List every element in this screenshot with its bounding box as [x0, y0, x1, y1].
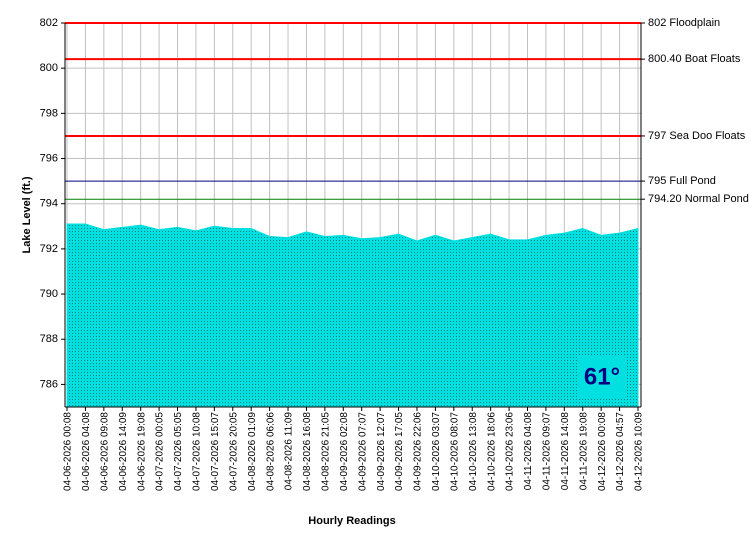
reference-label: 794.20 Normal Pond [648, 193, 749, 205]
x-tick-label: 04-06-2026 19:08 [136, 412, 147, 491]
x-tick-label: 04-11-2026 14:08 [560, 412, 571, 491]
x-tick-label: 04-07-2026 20:05 [228, 412, 239, 491]
y-tick-label: 788 [40, 333, 58, 345]
x-axis-title: Hourly Readings [308, 515, 395, 527]
x-tick-label: 04-07-2026 10:08 [192, 412, 203, 491]
y-tick-label: 800 [40, 62, 58, 74]
x-tick-label: 04-06-2026 04:08 [81, 412, 92, 491]
x-tick-label: 04-11-2026 09:07 [542, 412, 553, 491]
x-tick-label: 04-08-2026 16:08 [302, 412, 313, 491]
x-tick-label: 04-07-2026 15:07 [210, 412, 221, 491]
y-tick-label: 794 [40, 198, 58, 210]
x-tick-label: 04-12-2026 00:08 [597, 412, 608, 491]
reference-label: 800.40 Boat Floats [648, 53, 741, 65]
x-tick-label: 04-09-2026 22:06 [413, 412, 424, 491]
temperature: 61° [584, 363, 620, 390]
temperature-badge [578, 355, 626, 399]
x-tick-label: 04-07-2026 00:05 [155, 412, 166, 491]
y-tick-label: 792 [40, 243, 58, 255]
x-tick-label: 04-08-2026 11:09 [284, 412, 295, 491]
x-tick-label: 04-12-2026 10:09 [634, 412, 645, 491]
x-tick-label: 04-08-2026 06:06 [265, 412, 276, 491]
x-tick-label: 04-09-2026 12:07 [376, 412, 387, 491]
y-tick-label: 802 [40, 17, 58, 29]
reference-label: 795 Full Pond [648, 175, 716, 187]
x-tick-label: 04-09-2026 02:08 [339, 412, 350, 491]
x-tick-label: 04-09-2026 17:05 [394, 412, 405, 491]
reference-label: 802 Floodplain [648, 17, 720, 29]
y-tick-label: 796 [40, 152, 58, 164]
x-tick-label: 04-10-2026 13:08 [468, 412, 479, 491]
x-tick-label: 04-08-2026 21:05 [321, 412, 332, 491]
x-tick-label: 04-12-2026 04:57 [615, 412, 626, 491]
x-tick-label: 04-06-2026 00:08 [63, 412, 74, 491]
x-tick-label: 04-06-2026 09:08 [99, 412, 110, 491]
y-tick-label: 790 [40, 288, 58, 300]
x-tick-label: 04-10-2026 23:06 [505, 412, 516, 491]
x-tick-label: 04-06-2026 14:09 [118, 412, 129, 491]
reference-label: 797 Sea Doo Floats [648, 130, 746, 142]
x-tick-label: 04-10-2026 03:07 [431, 412, 442, 491]
x-tick-label: 04-11-2026 19:08 [578, 412, 589, 491]
y-tick-label: 786 [40, 378, 58, 390]
x-tick-label: 04-08-2026 01:09 [247, 412, 258, 491]
x-tick-label: 04-11-2026 04:08 [523, 412, 534, 491]
x-tick-label: 04-10-2026 08:07 [449, 412, 460, 491]
x-tick-label: 04-07-2026 05:05 [173, 412, 184, 491]
x-tick-label: 04-10-2026 18:06 [486, 412, 497, 491]
y-tick-label: 798 [40, 107, 58, 119]
x-tick-label: 04-09-2026 07:07 [357, 412, 368, 491]
y-axis-title: Lake Level (ft.) [21, 176, 33, 253]
area [66, 223, 639, 408]
